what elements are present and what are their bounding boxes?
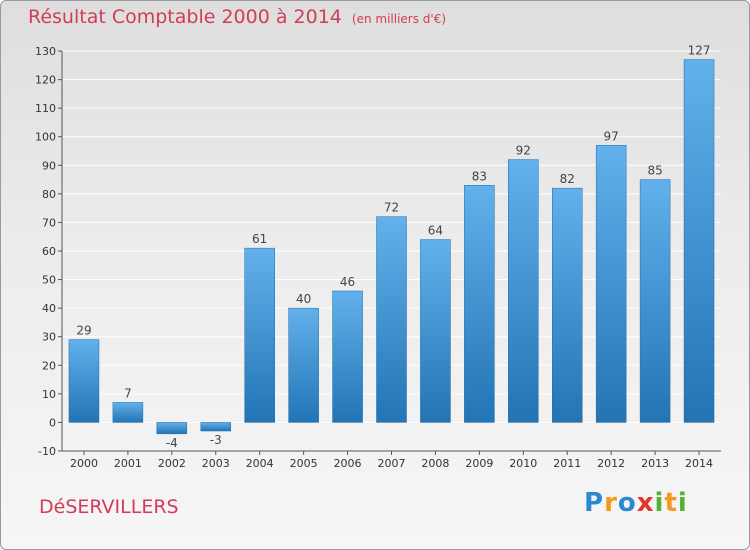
y-tick-label: 80 bbox=[42, 188, 56, 201]
y-tick-label: 110 bbox=[35, 102, 56, 115]
commune-name: DéSERVILLERS bbox=[39, 496, 179, 518]
bar-2007 bbox=[376, 216, 407, 423]
logo-letter: P bbox=[584, 488, 605, 518]
x-tick-label-2008: 2008 bbox=[421, 457, 449, 470]
bar-2014 bbox=[683, 59, 715, 423]
x-tick-label-2007: 2007 bbox=[378, 457, 406, 470]
bar-2008 bbox=[420, 239, 451, 423]
y-tick-label: 130 bbox=[35, 45, 56, 58]
bar-2002 bbox=[156, 422, 188, 435]
x-tick-label-2004: 2004 bbox=[246, 457, 274, 470]
value-label-2002: -4 bbox=[166, 436, 178, 450]
logo-letter: t bbox=[664, 488, 678, 518]
chart-title: Résultat Comptable 2000 à 2014 bbox=[28, 6, 342, 28]
x-tick-label-2000: 2000 bbox=[70, 457, 98, 470]
value-label-2014: 127 bbox=[688, 44, 711, 58]
value-label-2012: 97 bbox=[604, 129, 619, 143]
value-label-2001: 7 bbox=[124, 386, 132, 400]
value-label-2009: 83 bbox=[472, 169, 487, 183]
chart-subtitle: (en milliers d'€) bbox=[351, 12, 447, 26]
x-tick-label-2009: 2009 bbox=[465, 457, 493, 470]
y-tick-label: 120 bbox=[35, 74, 56, 87]
logo-letter: r bbox=[604, 488, 618, 518]
bar-2000 bbox=[68, 339, 100, 423]
logo-letter: x bbox=[636, 488, 655, 518]
y-tick-label: 90 bbox=[42, 159, 56, 172]
bar-2001 bbox=[112, 402, 144, 423]
y-tick-label: 50 bbox=[42, 274, 56, 287]
value-label-2008: 64 bbox=[428, 224, 443, 238]
bar-2012 bbox=[595, 145, 627, 423]
x-tick-label-2003: 2003 bbox=[202, 457, 230, 470]
value-label-2007: 72 bbox=[384, 201, 399, 215]
y-tick-label: 30 bbox=[42, 331, 56, 344]
value-label-2006: 46 bbox=[340, 275, 355, 289]
bar-2003 bbox=[200, 422, 232, 432]
bar-2005 bbox=[288, 307, 319, 423]
x-tick-label-2005: 2005 bbox=[290, 457, 318, 470]
y-tick-label: 60 bbox=[42, 245, 56, 258]
axes: -10 0 10 20 30 40 50 60 70 80 90 100 110 120 130 2000 20… bbox=[35, 45, 721, 470]
bar-2004 bbox=[244, 247, 275, 423]
x-tick-label-2006: 2006 bbox=[334, 457, 362, 470]
data-labels: 29 7 -4 -3 61 40 46 72 64 83 92 82 97 85 127 bbox=[76, 44, 710, 450]
logo-letter: i bbox=[654, 488, 665, 518]
value-label-2000: 29 bbox=[76, 324, 91, 338]
bar-2009 bbox=[464, 185, 495, 423]
bar-2011 bbox=[551, 187, 583, 423]
x-tick-label-2002: 2002 bbox=[158, 457, 186, 470]
logo-letter: o bbox=[617, 488, 637, 518]
y-tick-label: 10 bbox=[42, 388, 56, 401]
x-tick-label-2010: 2010 bbox=[509, 457, 537, 470]
x-tick-label-2011: 2011 bbox=[553, 457, 581, 470]
y-tick-label: 0 bbox=[49, 416, 56, 429]
y-tick-label: -10 bbox=[38, 445, 56, 458]
x-tick-label-2012: 2012 bbox=[597, 457, 625, 470]
value-label-2010: 92 bbox=[516, 144, 531, 158]
y-tick-label: 70 bbox=[42, 216, 56, 229]
value-label-2005: 40 bbox=[296, 292, 311, 306]
proxiti-logo[interactable]: Proxiti bbox=[584, 488, 688, 518]
y-tick-label: 20 bbox=[42, 359, 56, 372]
bar-2010 bbox=[508, 159, 539, 423]
y-tick-label: 100 bbox=[35, 131, 56, 144]
logo-letter: i bbox=[677, 488, 688, 518]
value-label-2003: -3 bbox=[210, 433, 222, 447]
title-row: Résultat Comptable 2000 à 2014 (en millie… bbox=[28, 6, 446, 28]
y-tick-label: 40 bbox=[42, 302, 56, 315]
bar-2006 bbox=[332, 290, 363, 423]
x-tick-label-2013: 2013 bbox=[641, 457, 669, 470]
value-label-2004: 61 bbox=[252, 232, 267, 246]
value-label-2011: 82 bbox=[560, 172, 575, 186]
x-tick-label-2001: 2001 bbox=[114, 457, 142, 470]
bar-2013 bbox=[639, 179, 671, 423]
bars bbox=[68, 59, 715, 435]
value-label-2013: 85 bbox=[647, 164, 662, 178]
x-tick-label-2014: 2014 bbox=[685, 457, 713, 470]
